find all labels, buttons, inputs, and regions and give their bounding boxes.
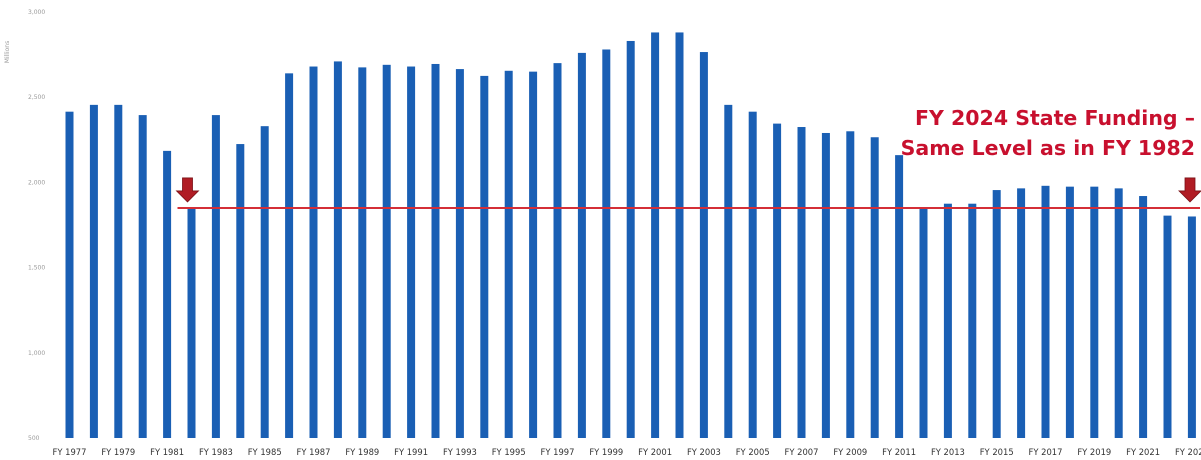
- bar: [870, 137, 879, 438]
- y-axis-label: Millions: [4, 41, 11, 63]
- bar: [529, 71, 538, 438]
- bar: [577, 52, 586, 439]
- annotation-line-1: FY 2024 State Funding –: [915, 106, 1195, 130]
- annotation-line-2: Same Level as in FY 1982: [900, 136, 1195, 160]
- bar: [260, 126, 269, 438]
- x-tick-label: FY 2021: [1126, 447, 1160, 457]
- y-tick-label: 1,000: [28, 350, 45, 357]
- x-tick-label: FY 1993: [443, 447, 477, 457]
- y-axis: 500 1,000 1,500 2,000 2,500 3,000: [28, 9, 45, 442]
- x-tick-label: FY 1999: [589, 447, 623, 457]
- bar: [1114, 188, 1123, 438]
- bar: [187, 207, 196, 438]
- bar: [89, 104, 98, 439]
- bar: [968, 203, 977, 438]
- bar: [1017, 188, 1026, 438]
- bar: [821, 132, 830, 438]
- bar: [943, 203, 952, 438]
- x-tick-label: FY 1995: [492, 447, 526, 457]
- x-tick-label: FY 2003: [687, 447, 721, 457]
- bar: [773, 123, 782, 438]
- bar: [797, 127, 806, 439]
- x-tick-label: FY 2013: [931, 447, 965, 457]
- y-tick-label: 1,500: [28, 265, 45, 272]
- x-tick-label: FY 1997: [541, 447, 575, 457]
- bar: [1041, 185, 1050, 438]
- bar: [333, 61, 342, 438]
- bar: [699, 52, 708, 438]
- bar: [602, 49, 611, 438]
- bar: [114, 104, 123, 439]
- y-tick-label: 2,000: [28, 179, 45, 186]
- bar: [1090, 186, 1099, 438]
- bars: [65, 32, 1196, 439]
- x-tick-label: FY 2015: [980, 447, 1014, 457]
- bar: [236, 144, 245, 438]
- bar: [163, 150, 172, 438]
- bar: [285, 73, 294, 439]
- x-tick-label: FY 1981: [150, 447, 184, 457]
- bar: [480, 75, 489, 439]
- annotation: FY 2024 State Funding – Same Level as in…: [855, 103, 1195, 163]
- bar: [358, 67, 367, 438]
- bar: [407, 66, 416, 438]
- bar: [748, 111, 757, 439]
- bar: [1163, 215, 1172, 438]
- x-tick-label: FY 1989: [345, 447, 379, 457]
- x-tick-label: FY 2001: [638, 447, 672, 457]
- bar: [455, 69, 464, 439]
- x-tick-label: FY 1987: [297, 447, 331, 457]
- bar: [919, 207, 928, 438]
- y-tick-label: 3,000: [28, 9, 45, 16]
- bar: [895, 155, 904, 439]
- x-tick-label: FY 2005: [736, 447, 770, 457]
- x-tick-label: FY 1977: [53, 447, 87, 457]
- bar: [431, 63, 440, 439]
- x-tick-label: FY 2009: [833, 447, 867, 457]
- x-axis: FY 1977 FY 1979 FY 1981 FY 1983 FY 1985 FY 19…: [53, 447, 1201, 457]
- arrows: [175, 177, 1201, 203]
- bar: [211, 115, 220, 438]
- bar: [504, 70, 513, 439]
- bar: [724, 104, 733, 439]
- x-tick-label: FY 2011: [882, 447, 916, 457]
- x-tick-label: FY 2017: [1029, 447, 1063, 457]
- bar: [675, 32, 684, 439]
- bar: [65, 111, 74, 439]
- bar: [1139, 196, 1148, 438]
- bar: [138, 115, 147, 438]
- x-tick-label: FY 1979: [101, 447, 135, 457]
- bar: [1187, 216, 1196, 438]
- bar: [1065, 186, 1074, 438]
- x-tick-label: FY 1983: [199, 447, 233, 457]
- bar: [626, 40, 635, 439]
- y-tick-label: 2,500: [28, 94, 45, 101]
- arrow-down-icon: [175, 177, 200, 203]
- x-tick-label: FY 2019: [1077, 447, 1111, 457]
- bar: [992, 190, 1001, 438]
- x-tick-label: FY 2023: [1175, 447, 1201, 457]
- bar: [382, 64, 391, 438]
- x-tick-label: FY 1985: [248, 447, 282, 457]
- x-tick-label: FY 2007: [785, 447, 819, 457]
- bar: [651, 32, 660, 439]
- y-tick-label: 500: [28, 435, 40, 442]
- x-tick-label: FY 1991: [394, 447, 428, 457]
- bar: [553, 63, 562, 439]
- bar: [846, 131, 855, 438]
- arrow-down-icon: [1178, 177, 1201, 203]
- bar: [309, 66, 318, 438]
